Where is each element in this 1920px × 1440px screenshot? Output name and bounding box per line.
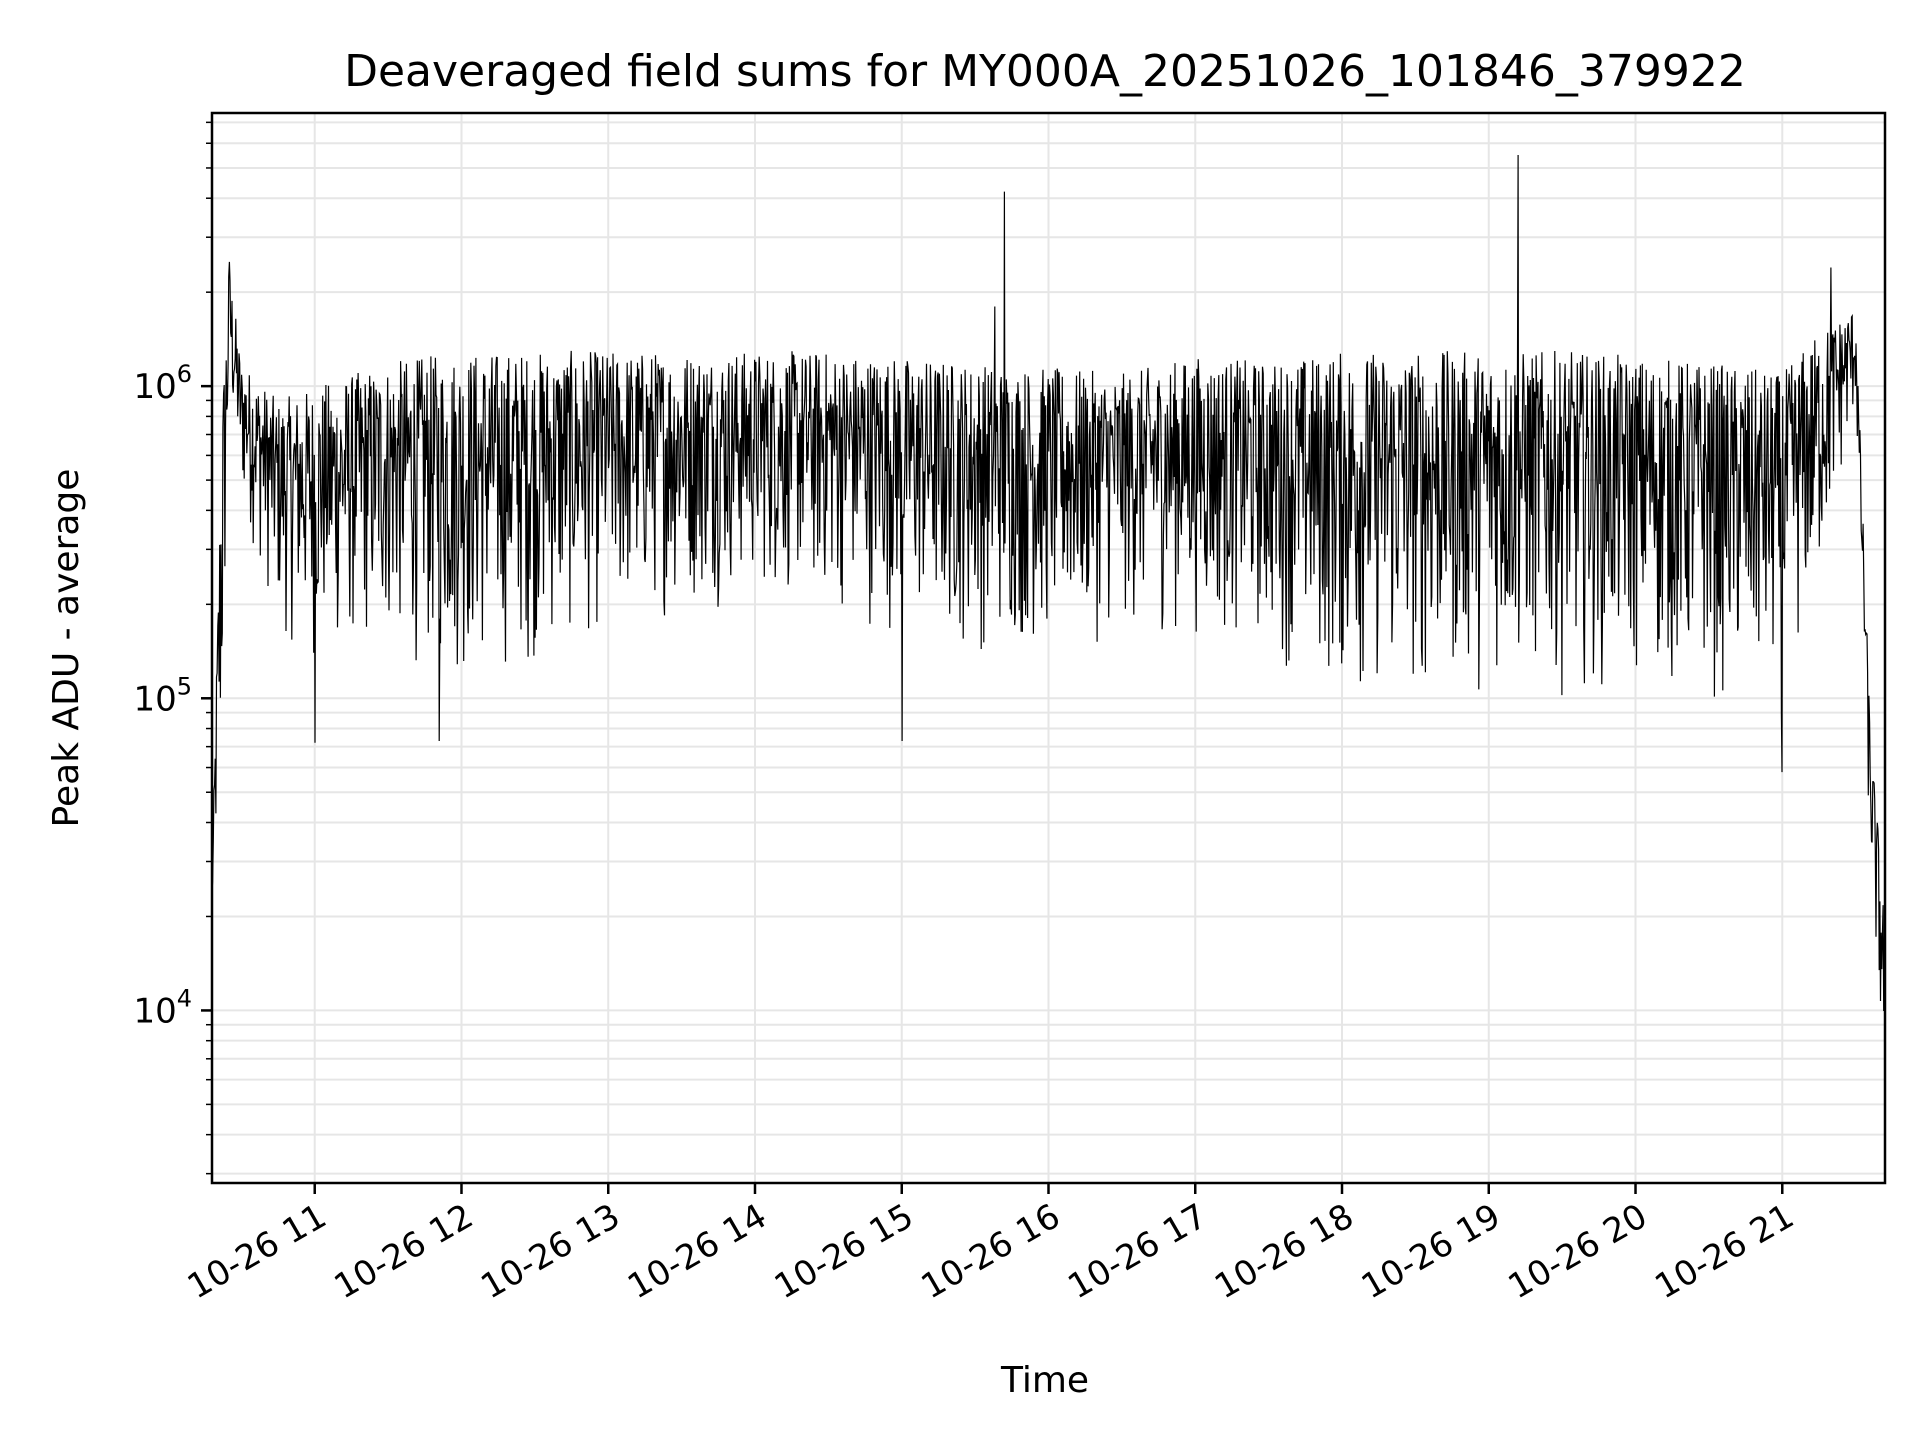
chart-title: Deaveraged field sums for MY000A_2025102… bbox=[344, 46, 1746, 97]
y-tick-label: 106 bbox=[133, 360, 192, 407]
series-line bbox=[211, 154, 1886, 1012]
y-axis-label: Peak ADU - average bbox=[46, 469, 87, 828]
y-tick-label: 105 bbox=[133, 672, 192, 719]
series-group bbox=[211, 154, 1886, 1012]
y-tick-label: 104 bbox=[133, 984, 192, 1031]
x-axis-label: Time bbox=[1000, 1360, 1089, 1401]
y-axis: 104 105 106 bbox=[133, 121, 212, 1175]
